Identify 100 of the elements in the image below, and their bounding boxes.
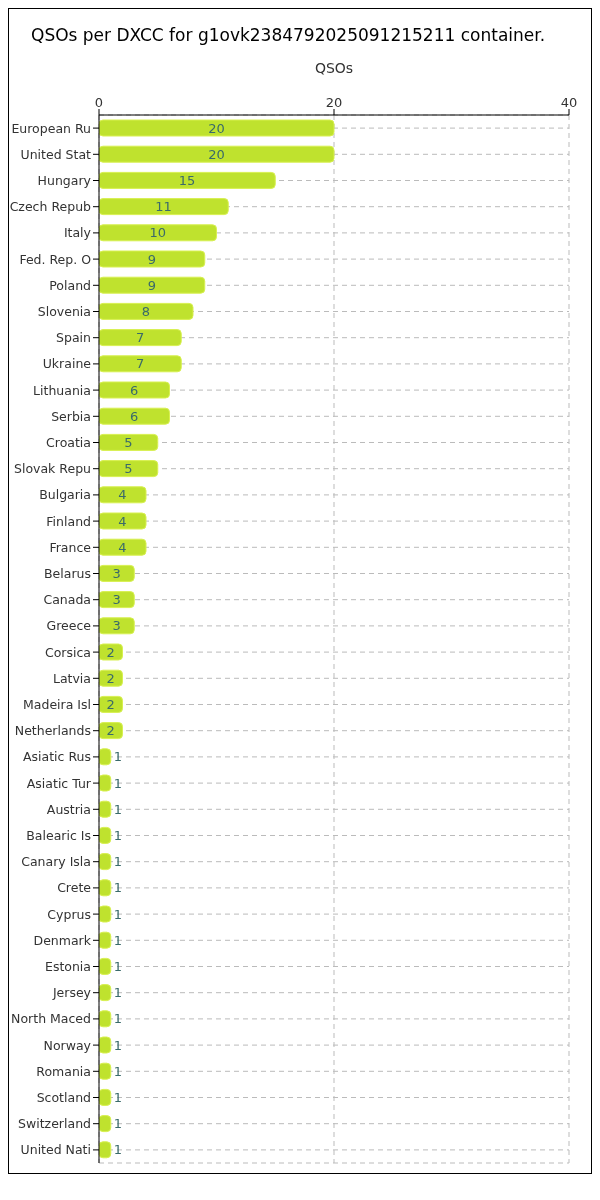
data-label: 9: [147, 251, 157, 267]
data-label: 2: [106, 696, 115, 712]
y-tick-label: Greece: [46, 618, 92, 634]
y-tick-label: France: [49, 539, 92, 555]
data-label: 4: [118, 513, 127, 529]
y-tick-label: Austria: [46, 801, 91, 817]
data-label: 1: [113, 1089, 123, 1105]
data-label: 1: [113, 1037, 123, 1053]
data-label: 2: [106, 670, 115, 686]
bar: [99, 119, 335, 137]
data-label: 1: [113, 985, 123, 1001]
data-label: 1: [113, 1063, 123, 1079]
data-label: 9: [147, 277, 157, 293]
data-label: 1: [113, 1116, 123, 1132]
data-label: 20: [208, 120, 225, 136]
data-label: 1: [113, 827, 123, 843]
data-label: 1: [113, 1011, 123, 1027]
bar: [99, 250, 206, 268]
data-label: 20: [208, 146, 225, 162]
bar: [99, 302, 194, 320]
y-tick-label: Netherlands: [14, 723, 91, 739]
y-tick-label: Serbia: [51, 408, 91, 424]
data-label: 10: [149, 225, 167, 241]
y-tick-label: Poland: [49, 277, 91, 293]
y-tick-label: Bulgaria: [39, 487, 91, 503]
y-tick-label: Estonia: [44, 958, 91, 974]
y-tick-label: European Ru: [11, 120, 91, 136]
bar: [99, 145, 335, 163]
y-tick-label: Lithuania: [33, 382, 91, 398]
data-label: 8: [141, 303, 151, 319]
y-tick-label: Madeira Isl: [23, 696, 91, 712]
data-label: 6: [130, 408, 139, 424]
bar: [99, 564, 135, 582]
y-tick-label: Belarus: [44, 565, 91, 581]
bar: [99, 617, 135, 635]
y-tick-label: Jersey: [51, 985, 92, 1001]
y-tick-label: Croatia: [46, 434, 91, 450]
y-tick-label: Spain: [56, 330, 91, 346]
bar: [99, 460, 159, 478]
bar: [99, 407, 170, 425]
bar: [99, 486, 147, 504]
data-label: 5: [124, 461, 133, 477]
y-tick-label: Romania: [36, 1063, 91, 1079]
y-tick-label: Czech Repub: [9, 199, 92, 215]
data-label: 4: [118, 539, 127, 555]
x-tick-label: 40: [560, 95, 578, 110]
y-tick-label: United Stat: [20, 146, 92, 162]
y-tick-label: Ukraine: [42, 356, 92, 372]
y-tick-label: Canada: [43, 592, 91, 608]
bar: [99, 198, 229, 216]
y-tick-label: Asiatic Tur: [26, 775, 92, 791]
bar: [99, 329, 182, 347]
y-tick-label: Cyprus: [47, 906, 91, 922]
y-tick-label: Latvia: [52, 670, 91, 686]
data-label: 1: [113, 958, 123, 974]
data-label: 1: [113, 880, 123, 896]
data-label: 1: [113, 801, 123, 817]
data-label: 3: [112, 565, 121, 581]
data-label: 6: [130, 382, 139, 398]
x-axis-title: QSOs: [314, 59, 354, 76]
data-label: 1: [113, 906, 123, 922]
bar: [99, 171, 276, 189]
data-label: 1: [113, 932, 123, 948]
bar: [99, 381, 170, 399]
y-tick-label: Switzerland: [18, 1116, 91, 1132]
data-label: 3: [112, 592, 121, 608]
data-label: 3: [112, 618, 121, 634]
y-tick-label: United Nati: [20, 1142, 91, 1158]
y-tick-label: Finland: [46, 513, 91, 529]
bar: [99, 643, 123, 661]
data-label: 1: [113, 749, 123, 765]
y-tick-label: Scotland: [36, 1089, 91, 1105]
data-label: 1: [113, 1142, 123, 1158]
data-label: 11: [155, 199, 172, 215]
y-tick-label: Crete: [57, 880, 92, 896]
data-label: 1: [113, 775, 123, 791]
y-tick-label: Denmark: [33, 932, 92, 948]
y-tick-label: Italy: [63, 225, 92, 241]
data-label: 5: [124, 434, 133, 450]
data-label: 1: [113, 854, 123, 870]
data-label: 2: [106, 644, 115, 660]
bar: [99, 355, 182, 373]
y-tick-label: Balearic Is: [26, 827, 91, 843]
y-tick-label: Canary Isla: [21, 854, 91, 870]
chart-title: QSOs per DXCC for g1ovk2384792025091215211 container.: [30, 24, 547, 47]
y-tick-label: Asiatic Rus: [23, 749, 91, 765]
x-tick-label: 0: [94, 95, 104, 110]
bar: [99, 512, 147, 530]
x-tick-label: 20: [325, 95, 343, 110]
y-tick-label: Norway: [43, 1037, 92, 1053]
y-tick-label: Slovenia: [37, 303, 91, 319]
data-label: 4: [118, 487, 127, 503]
data-label: 15: [178, 172, 196, 188]
data-label: 7: [135, 330, 145, 346]
bar: [99, 224, 217, 242]
bar: [99, 433, 159, 451]
y-tick-label: Hungary: [37, 172, 92, 188]
y-tick-label: Slovak Repu: [14, 461, 91, 477]
bar: [99, 591, 135, 609]
bar: [99, 538, 147, 556]
